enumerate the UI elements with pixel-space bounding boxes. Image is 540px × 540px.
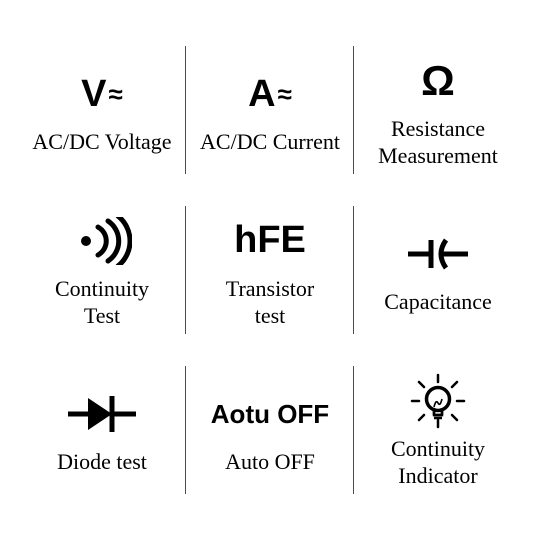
cell-current: A≈ AC/DC Current (186, 30, 354, 190)
lightbulb-icon (410, 371, 466, 431)
continuity-icon (72, 211, 132, 271)
cell-resistance: Ω Resistance Measurement (354, 30, 522, 190)
capacitance-label: Capacitance (384, 288, 492, 316)
current-label: AC/DC Current (200, 128, 340, 156)
cell-auto-off: Aotu OFF Auto OFF (186, 350, 354, 510)
continuity-indicator-label: Continuity Indicator (391, 435, 485, 490)
continuity-test-label: Continuity Test (55, 275, 149, 330)
cell-continuity-indicator: Continuity Indicator (354, 350, 522, 510)
cell-transistor: hFE Transistor test (186, 190, 354, 350)
cell-diode: Diode test (18, 350, 186, 510)
feature-grid: V≈ AC/DC Voltage A≈ AC/DC Current Ω Resi… (0, 0, 540, 540)
capacitor-icon (406, 224, 470, 284)
current-icon: A≈ (248, 64, 292, 124)
diode-label: Diode test (57, 448, 147, 476)
transistor-label: Transistor test (226, 275, 314, 330)
voltage-icon: V≈ (81, 64, 123, 124)
cell-capacitance: Capacitance (354, 190, 522, 350)
ohm-icon: Ω (421, 51, 455, 111)
cell-continuity-test: Continuity Test (18, 190, 186, 350)
hfe-icon: hFE (234, 211, 306, 271)
resistance-label: Resistance Measurement (378, 115, 498, 170)
auto-off-icon: Aotu OFF (211, 384, 329, 444)
diode-icon (66, 384, 138, 444)
voltage-label: AC/DC Voltage (32, 128, 171, 156)
auto-off-label: Auto OFF (225, 448, 315, 476)
cell-voltage: V≈ AC/DC Voltage (18, 30, 186, 190)
